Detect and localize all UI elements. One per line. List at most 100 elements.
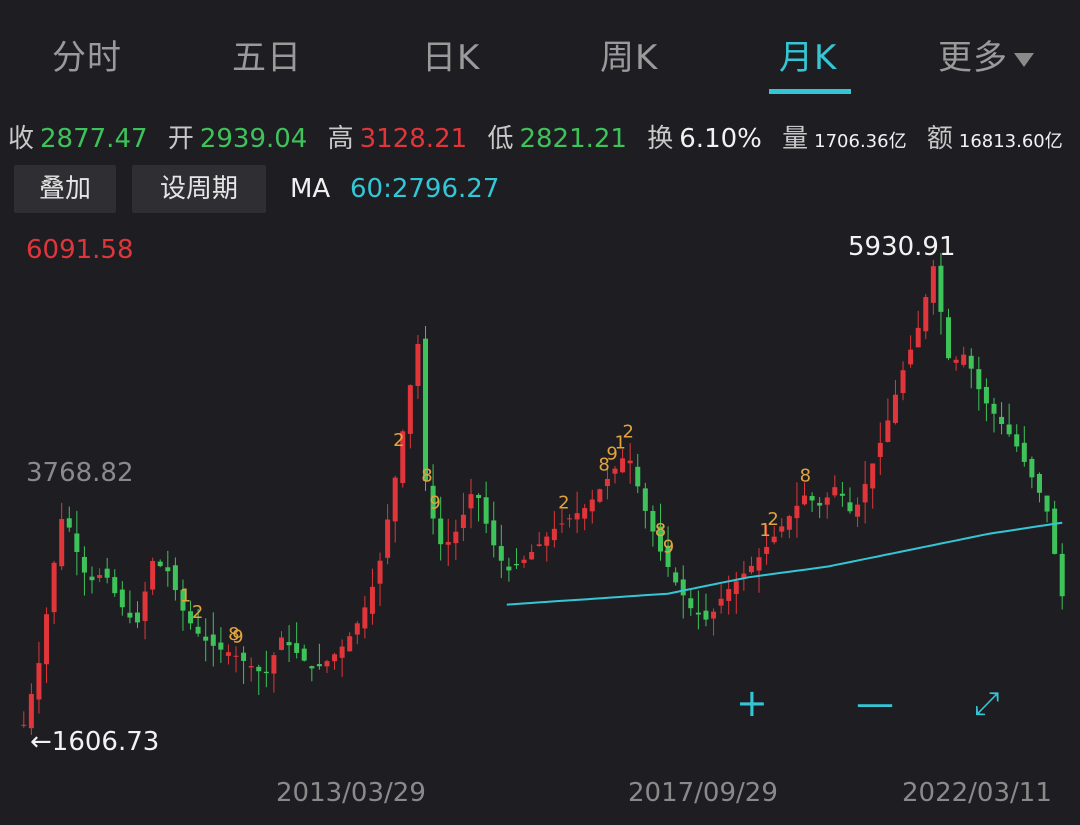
tab-more[interactable]: 更多 [938,30,1034,79]
candle-body [551,528,557,541]
close-value: 2877.47 [40,124,148,154]
candle-body [983,386,989,404]
candle-body [991,403,997,414]
candle-body [968,355,974,369]
candle-body [347,636,353,652]
date-label-1: 2013/03/29 [276,778,426,808]
tab-intraday[interactable]: 分时 [52,38,122,78]
candle-body [460,514,466,528]
candle-body [195,626,201,634]
candle-body [28,693,34,729]
candle-body [756,557,762,571]
candle-body [309,666,315,669]
candle-body [316,664,322,667]
candle-body [21,724,27,726]
candle-body [188,611,194,624]
td-marker: 2 [558,493,569,514]
candle-body [385,519,391,558]
ma60-line [506,521,1063,606]
candle-body [1044,495,1050,512]
candle-body [203,636,209,641]
candle-body [506,566,512,571]
candle-body [513,563,519,566]
td-marker: 1 [180,586,191,607]
open-label: 开 [167,124,194,154]
candle-body [377,560,383,584]
candle-body [574,513,580,520]
candle-body [172,565,178,591]
candle-body [733,581,739,594]
candle-body [1029,458,1035,478]
candle-body [688,598,694,609]
candle-body [627,460,633,464]
candle-body [642,488,648,511]
candle-body [764,546,770,554]
overlay-button[interactable]: 叠加 [14,165,116,213]
candle-body [976,369,982,390]
set-period-button[interactable]: 设周期 [132,165,266,213]
candle-body [256,666,262,672]
td-marker: 8 [655,520,666,541]
candle-body [476,494,482,499]
turnover-value: 6.10% [679,124,762,154]
candle-body [801,495,808,505]
candle-body [332,654,338,662]
high-value: 3128.21 [359,124,468,154]
candle-body [97,575,103,578]
candle-body [938,265,944,312]
tab-weekly-k[interactable]: 周K [600,38,659,78]
candle-body [127,612,133,618]
tab-monthly-k[interactable]: 月K [779,38,838,78]
candle-body [999,416,1005,424]
candle-body [112,577,118,594]
candle-body [847,502,853,512]
candle-body [324,661,330,667]
candle-body [589,499,595,512]
candle-body [498,546,504,561]
candle-body [817,502,823,506]
tab-five-day[interactable]: 五日 [232,38,302,78]
zoom-in-icon[interactable]: + [736,681,768,725]
candle-body [855,504,861,517]
candle-body [225,652,231,656]
candle-body [680,579,686,596]
candle-body [597,489,603,502]
candle-body [271,655,277,674]
low-label: 低 [487,124,514,154]
candle-body [241,652,247,661]
tab-daily-k[interactable]: 日K [422,38,481,78]
fullscreen-icon[interactable]: ⤢ [974,684,1000,722]
candle-body [233,655,239,657]
td-marker: 8 [598,454,609,475]
zoom-out-icon[interactable]: — [856,681,894,725]
td-marker: 1 [759,520,770,541]
candle-body [119,589,125,608]
candle-body [468,494,474,509]
candle-body [301,648,307,661]
td-marker: 2 [623,422,634,443]
candle-body [620,458,626,473]
amount-label: 额 [926,124,953,154]
candle-body [809,496,815,501]
td-marker: 1 [614,433,625,454]
candle-body [150,560,156,590]
max-price-label: 5930.91 [848,232,956,262]
candle-body [908,349,914,365]
candle-body [582,508,588,519]
candle-body [278,637,285,650]
candle-body [74,533,80,552]
candle-body [862,484,868,503]
candle-body [892,394,898,423]
candle-body [885,420,891,442]
td-marker: 9 [606,444,617,465]
candle-body [529,552,535,560]
candle-body [392,477,398,522]
candle-body [832,487,838,496]
period-tabs: 分时 五日 日K 周K 月K 更多 [0,0,1080,100]
candle-body [89,576,95,581]
candle-body [771,536,777,543]
td-marker: 2 [192,602,203,623]
candle-body [483,497,489,524]
ma-label: MA [290,174,331,204]
